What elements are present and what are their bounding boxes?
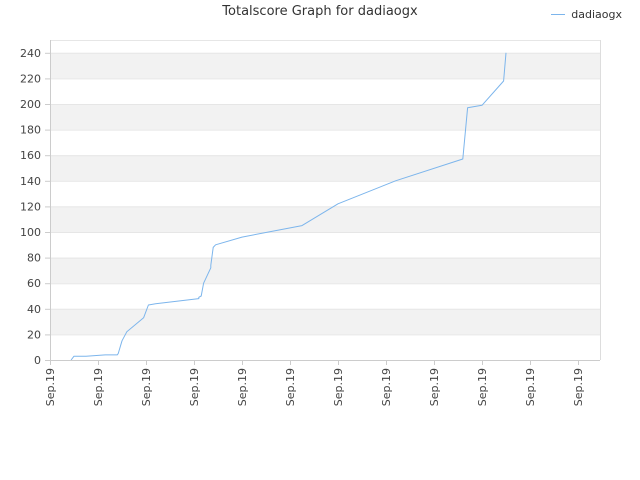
plot-background <box>50 40 600 360</box>
x-tick-label: Sep.19 <box>332 368 345 406</box>
x-tick-label: Sep.19 <box>236 368 249 406</box>
axes <box>50 40 601 361</box>
x-tick-label: Sep.19 <box>572 368 585 406</box>
plot-band <box>50 257 600 284</box>
y-tick-label: 100 <box>20 226 41 239</box>
y-tick-label: 180 <box>20 124 41 137</box>
plot-band <box>50 155 600 181</box>
y-tick-label: 220 <box>20 72 41 85</box>
y-tick-label: 140 <box>20 175 41 188</box>
plot-bands <box>50 40 600 360</box>
series-group <box>70 52 507 361</box>
y-tick-label: 120 <box>20 200 41 213</box>
legend-swatch <box>551 14 566 15</box>
x-tick-label: Sep.19 <box>380 368 393 406</box>
y-tick-label: 60 <box>27 277 41 290</box>
x-tick-label: Sep.19 <box>188 368 201 406</box>
y-tick-label: 40 <box>27 303 41 316</box>
y-tick-label: 20 <box>27 328 41 341</box>
x-tick-label: Sep.19 <box>428 368 441 406</box>
x-tick-label: Sep.19 <box>44 368 57 406</box>
y-tick-label: 160 <box>20 149 41 162</box>
y-tick-label: 240 <box>20 47 41 60</box>
x-tick-label: Sep.19 <box>140 368 153 406</box>
x-axis-ticks: Sep.19 Sep.19 Sep.19 Sep.19 Sep.19 Sep.19 Sep.… <box>44 360 585 406</box>
plot-band <box>50 206 600 232</box>
plot-band <box>50 52 600 79</box>
legend-label: dadiaogx <box>571 8 622 21</box>
grid-lines <box>50 40 600 361</box>
series-line-dadiaogx <box>70 52 507 361</box>
y-tick-label: 0 <box>34 354 41 367</box>
y-axis-ticks: 0 20 40 60 80 100 120 140 160 180 200 220 240 <box>20 47 50 367</box>
plot-band <box>50 308 600 335</box>
x-tick-label: Sep.19 <box>92 368 105 406</box>
chart-title: Totalscore Graph for dadiaogx <box>222 4 418 19</box>
y-tick-label: 80 <box>27 252 41 265</box>
x-tick-label: Sep.19 <box>284 368 297 406</box>
legend[interactable]: dadiaogx <box>551 8 622 21</box>
x-tick-label: Sep.19 <box>524 368 537 406</box>
y-tick-label: 200 <box>20 98 41 111</box>
x-tick-label: Sep.19 <box>476 368 489 406</box>
plot-band <box>50 104 600 130</box>
